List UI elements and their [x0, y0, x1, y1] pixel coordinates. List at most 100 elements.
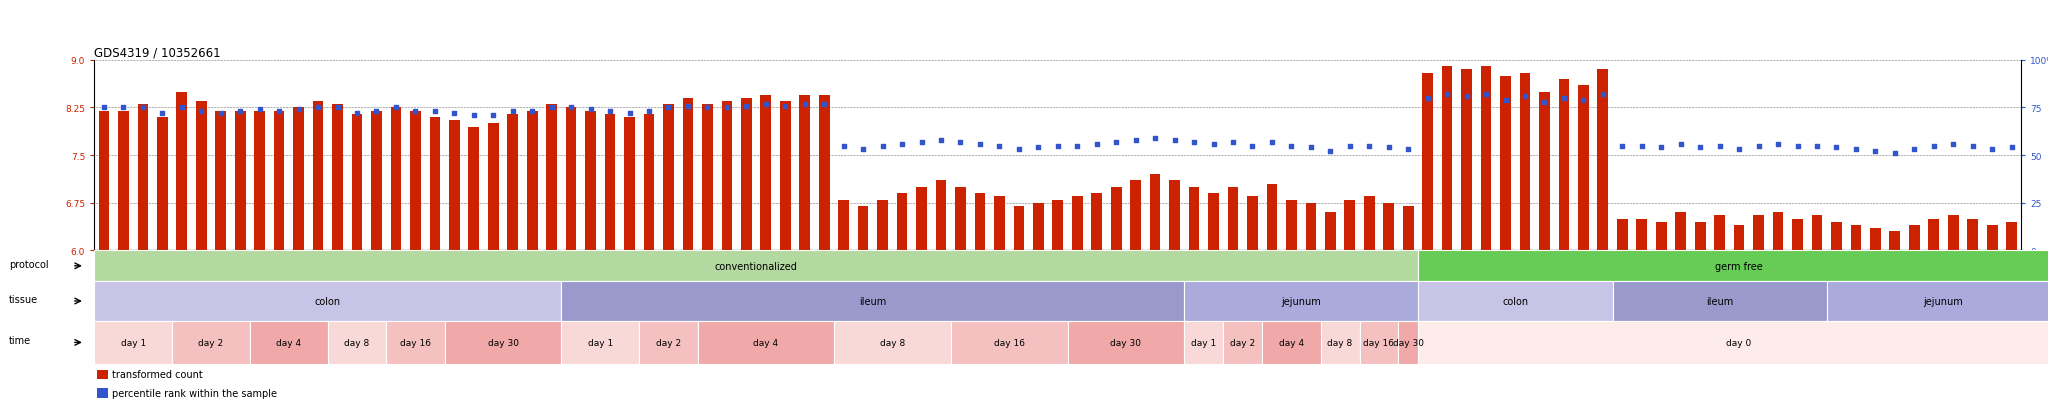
Point [750, 101, 782, 108]
Point [555, 105, 588, 112]
Bar [254, 112, 264, 251]
Text: day 2: day 2 [655, 338, 682, 347]
Bar [119, 112, 129, 251]
Text: day 8: day 8 [344, 338, 369, 347]
Point [1061, 143, 1094, 150]
Bar [1305, 203, 1317, 251]
Bar [274, 112, 285, 251]
Point [1645, 145, 1677, 152]
Bar [1014, 206, 1024, 251]
Point [1294, 145, 1327, 152]
Bar [698, 321, 834, 364]
Text: day 16: day 16 [399, 338, 430, 347]
Bar [664, 105, 674, 251]
Point [1937, 141, 1970, 147]
Text: jejunum: jejunum [1923, 296, 1964, 306]
Point [1081, 141, 1114, 147]
Point [1198, 141, 1231, 147]
Text: protocol: protocol [8, 260, 49, 270]
Bar [1987, 225, 1997, 251]
Bar [1870, 228, 1880, 251]
Text: GDS4319 / 10352661: GDS4319 / 10352661 [94, 47, 221, 59]
Point [1995, 145, 2028, 152]
Point [1683, 145, 1716, 152]
Text: day 4: day 4 [1278, 338, 1305, 347]
Bar [1968, 219, 1978, 251]
Bar [819, 95, 829, 251]
Bar [975, 194, 985, 251]
Bar [915, 188, 928, 251]
Point [1528, 99, 1561, 106]
Point [1237, 143, 1270, 150]
Bar [508, 114, 518, 251]
Point [1509, 93, 1542, 100]
Point [1626, 143, 1659, 150]
Bar [430, 118, 440, 251]
Bar [1421, 74, 1434, 251]
Bar [1262, 321, 1321, 364]
Bar [1184, 282, 1417, 321]
Bar [1579, 86, 1589, 251]
Text: day 2: day 2 [199, 338, 223, 347]
Bar [172, 321, 250, 364]
Point [1898, 147, 1931, 153]
Text: ileum: ileum [1706, 296, 1733, 306]
Text: colon: colon [315, 296, 340, 306]
Bar [1657, 222, 1667, 251]
Bar [1325, 213, 1335, 251]
Point [1587, 92, 1620, 98]
Bar [96, 370, 109, 380]
Bar [1890, 232, 1901, 251]
Bar [1460, 70, 1473, 251]
Bar [328, 321, 387, 364]
Text: germ free: germ free [1716, 261, 1763, 271]
Bar [250, 321, 328, 364]
Bar [137, 105, 147, 251]
Bar [1948, 216, 1958, 251]
Bar [1032, 203, 1044, 251]
Bar [1417, 321, 2048, 364]
Point [399, 109, 432, 115]
Point [1354, 143, 1386, 150]
Point [340, 111, 373, 117]
Bar [1223, 321, 1262, 364]
Point [301, 105, 334, 112]
Text: day 16: day 16 [993, 338, 1024, 347]
Text: day 1: day 1 [1192, 338, 1217, 347]
Bar [1597, 70, 1608, 251]
Bar [1053, 200, 1063, 251]
Point [244, 107, 276, 114]
Point [106, 105, 139, 112]
Point [1372, 145, 1405, 152]
Point [768, 103, 801, 109]
Bar [565, 108, 575, 251]
Bar [526, 112, 537, 251]
Bar [1481, 67, 1491, 251]
Bar [158, 118, 168, 251]
Bar [1442, 67, 1452, 251]
Bar [834, 321, 950, 364]
Bar [1812, 216, 1823, 251]
Point [477, 112, 510, 119]
Bar [2007, 222, 2017, 251]
Bar [838, 200, 850, 251]
Point [1743, 143, 1776, 150]
Text: conventionalized: conventionalized [715, 261, 797, 271]
Bar [1247, 197, 1257, 251]
Bar [1827, 282, 2048, 321]
Text: transformed count: transformed count [113, 370, 203, 380]
Point [651, 105, 684, 112]
Bar [1208, 194, 1219, 251]
Bar [176, 93, 186, 251]
Bar [1792, 219, 1802, 251]
Point [184, 109, 217, 115]
Point [1159, 137, 1192, 144]
Bar [1286, 200, 1296, 251]
Bar [487, 124, 498, 251]
Bar [936, 181, 946, 251]
Bar [1675, 213, 1686, 251]
Bar [1184, 321, 1223, 364]
Bar [387, 321, 444, 364]
Bar [799, 95, 811, 251]
Bar [371, 112, 381, 251]
